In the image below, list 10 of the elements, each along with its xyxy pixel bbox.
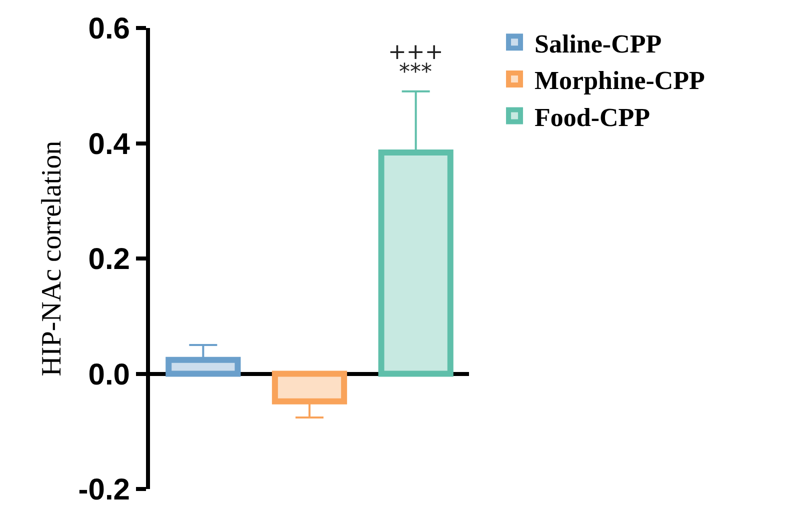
y-tick-label: -0.2 [78, 474, 130, 506]
legend-label: Saline-CPP [534, 29, 662, 58]
y-axis-title: HIP-NAc correlation [36, 140, 68, 376]
y-tick-label: 0.2 [88, 243, 130, 276]
y-tick-label: 0.0 [88, 358, 130, 392]
annotation: *** [399, 60, 432, 85]
y-tick-label: 0.4 [88, 128, 130, 161]
legend-label: Food-CPP [534, 102, 650, 132]
legend-label: Morphine-CPP [534, 66, 706, 96]
y-tick-label: 0.6 [88, 12, 130, 46]
